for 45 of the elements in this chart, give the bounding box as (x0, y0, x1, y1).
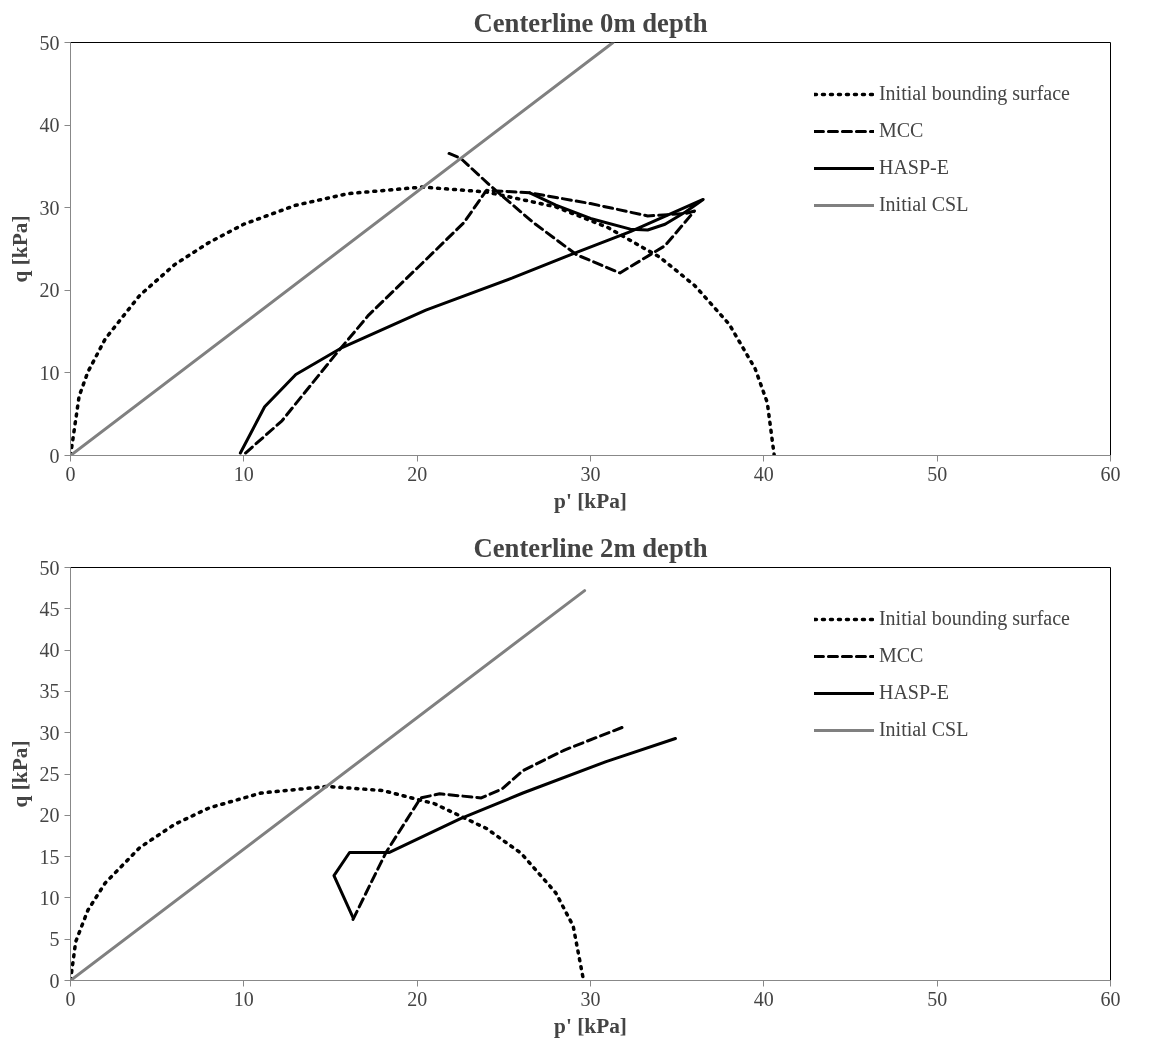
y-tick-label: 15 (39, 845, 60, 868)
y-tick-label: 10 (39, 886, 60, 909)
chart-title: Centerline 0m depth (473, 7, 708, 38)
y-tick-label: 35 (39, 680, 60, 703)
legend-label: Initial CSL (878, 718, 969, 741)
y-tick-label: 30 (39, 196, 60, 219)
y-tick-label: 10 (39, 361, 60, 384)
y-tick-label: 40 (39, 114, 60, 137)
x-tick-label: 40 (753, 462, 774, 485)
x-tick-label: 0 (65, 987, 76, 1010)
legend-label: Initial bounding surface (878, 82, 1070, 105)
y-tick-label: 0 (49, 444, 60, 467)
legend-label: MCC (878, 119, 924, 142)
x-tick-label: 40 (753, 987, 774, 1010)
y-tick-label: 30 (39, 721, 60, 744)
x-tick-label: 20 (407, 987, 428, 1010)
y-axis-title: q [kPa] (7, 740, 32, 808)
x-tick-label: 30 (580, 987, 601, 1010)
y-tick-label: 20 (39, 279, 60, 302)
x-axis-title: p' [kPa] (554, 488, 627, 513)
x-tick-label: 60 (1100, 462, 1121, 485)
x-tick-label: 20 (407, 462, 428, 485)
y-axis-title: q [kPa] (7, 215, 32, 283)
x-tick-label: 50 (927, 987, 948, 1010)
x-tick-label: 30 (580, 462, 601, 485)
x-tick-label: 0 (65, 462, 76, 485)
legend-label: Initial CSL (878, 193, 969, 216)
chart-title: Centerline 2m depth (473, 532, 708, 563)
y-tick-label: 0 (49, 969, 60, 992)
legend-label: Initial bounding surface (878, 607, 1070, 630)
y-tick-label: 50 (39, 556, 60, 579)
legend-label: HASP-E (878, 681, 949, 704)
legend-label: HASP-E (878, 156, 949, 179)
x-tick-label: 60 (1100, 987, 1121, 1010)
y-tick-label: 5 (49, 928, 60, 951)
x-tick-label: 10 (233, 987, 254, 1010)
x-tick-label: 10 (233, 462, 254, 485)
y-tick-label: 45 (39, 597, 60, 620)
y-tick-label: 25 (39, 763, 60, 785)
y-tick-label: 50 (39, 31, 60, 54)
y-tick-label: 20 (39, 804, 60, 827)
y-tick-label: 40 (39, 639, 60, 662)
legend-label: MCC (878, 644, 924, 667)
x-tick-label: 50 (927, 462, 948, 485)
x-axis-title: p' [kPa] (554, 1013, 627, 1038)
